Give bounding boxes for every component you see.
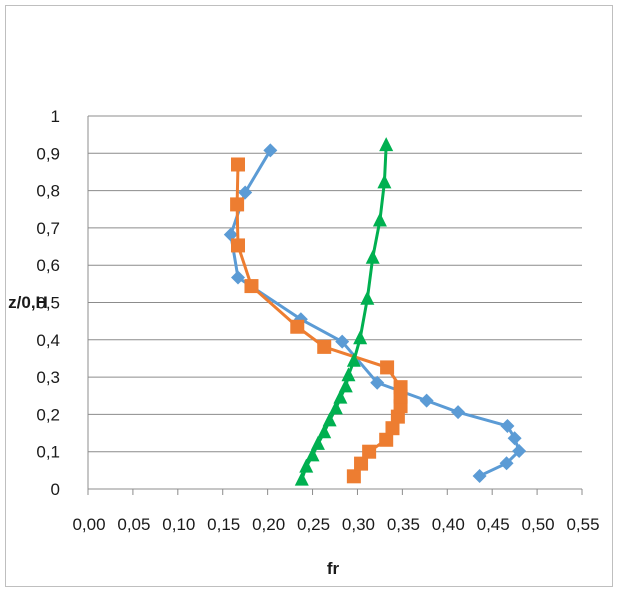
series-line (300, 145, 388, 481)
data-point (290, 319, 305, 334)
x-tick-label: 0,45 (477, 515, 510, 534)
data-point (377, 174, 392, 189)
y-tick-label: 0,4 (36, 331, 60, 350)
data-point (341, 367, 356, 382)
y-tick-label: 1 (51, 107, 60, 126)
data-point (385, 421, 400, 436)
data-point (393, 380, 408, 395)
x-tick-label: 0,15 (207, 515, 240, 534)
data-point (354, 456, 369, 471)
data-point (362, 444, 377, 459)
data-point (294, 471, 309, 486)
data-point (346, 469, 361, 484)
data-point (365, 249, 380, 264)
data-point (244, 279, 259, 294)
x-tick-label: 0,25 (297, 515, 330, 534)
chart-frame (5, 5, 613, 587)
y-tick-label: 0 (51, 480, 60, 499)
y-tick-label: 0,9 (36, 144, 60, 163)
data-point (310, 435, 325, 450)
data-point (230, 270, 245, 285)
y-tick-label: 0,8 (36, 182, 60, 201)
data-point (500, 418, 515, 433)
data-point (238, 185, 253, 200)
y-tick-label: 0,6 (36, 256, 60, 275)
data-point (230, 197, 245, 212)
data-point (338, 378, 353, 393)
data-point (317, 424, 332, 439)
series-diamond (223, 143, 527, 483)
data-point (499, 456, 514, 471)
x-tick-label: 0,00 (72, 515, 105, 534)
data-point (322, 412, 337, 427)
y-tick-label: 0,1 (36, 443, 60, 462)
x-tick-label: 0,35 (387, 515, 420, 534)
x-tick-label: 0,10 (162, 515, 195, 534)
data-point (305, 447, 320, 462)
grid-lines (88, 115, 582, 453)
data-point (353, 330, 368, 345)
series-square (230, 157, 408, 484)
y-tick-labels: 0 0,1 0,2 0,3 0,4 0,5 0,6 0,7 0,8 0,9 1 (36, 107, 60, 499)
y-tick-label: 0,7 (36, 219, 60, 238)
data-point (263, 143, 278, 158)
x-tick-label: 0,30 (342, 515, 375, 534)
axes (87, 116, 583, 495)
data-point (335, 334, 350, 349)
x-tick-label: 0,50 (522, 515, 555, 534)
data-point (346, 352, 361, 367)
data-point (419, 393, 434, 408)
data-point (299, 458, 314, 473)
data-point (379, 432, 394, 447)
data-series (223, 137, 527, 486)
series-triangle (294, 137, 394, 486)
data-point (507, 431, 522, 446)
y-tick-label: 0,5 (36, 294, 60, 313)
y-axis-title: z/0,H (8, 293, 48, 312)
series-line (229, 149, 521, 478)
data-point (317, 339, 332, 354)
x-axis-title: fr (327, 559, 340, 578)
data-point (230, 157, 245, 172)
data-point (372, 212, 387, 227)
x-tick-label: 0,20 (252, 515, 285, 534)
x-tick-label: 0,05 (117, 515, 150, 534)
series-line (235, 164, 403, 478)
y-tick-label: 0,2 (36, 405, 60, 424)
data-point (360, 290, 375, 305)
x-tick-labels: 0,00 0,05 0,10 0,15 0,20 0,25 0,30 0,35 0,40 0,45… (72, 515, 599, 534)
data-point (223, 227, 238, 242)
data-point (370, 375, 385, 390)
data-point (451, 405, 466, 420)
data-point (230, 238, 245, 253)
x-tick-label: 0,55 (566, 515, 599, 534)
data-point (380, 360, 395, 375)
data-point (333, 389, 348, 404)
data-point (379, 137, 394, 152)
data-point (512, 443, 527, 458)
data-point (472, 468, 487, 483)
data-point (328, 400, 343, 415)
y-tick-label: 0,3 (36, 368, 60, 387)
x-tick-label: 0,40 (432, 515, 465, 534)
